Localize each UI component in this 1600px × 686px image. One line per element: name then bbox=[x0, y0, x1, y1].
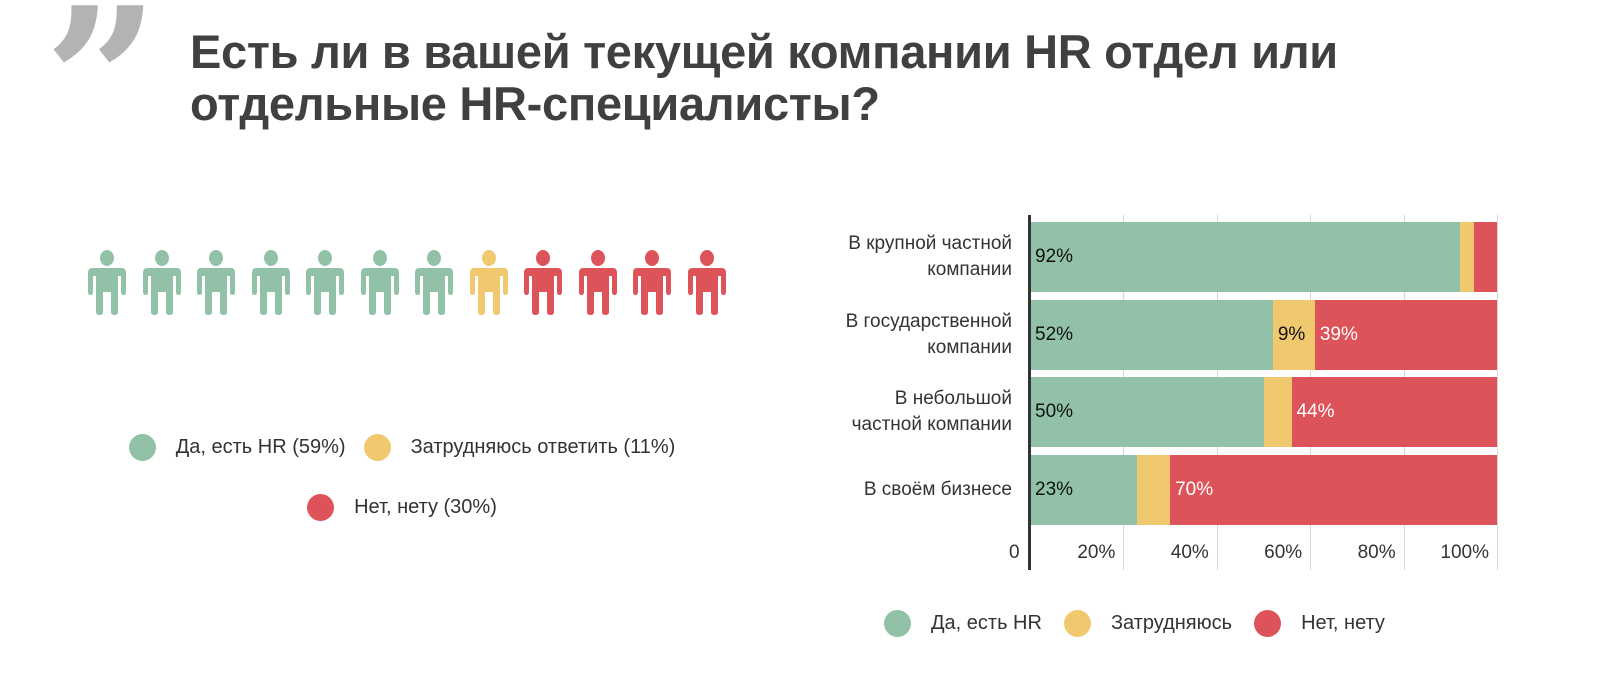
y-axis-line bbox=[1028, 215, 1031, 570]
legend-label: Затрудняюсь bbox=[1110, 612, 1233, 634]
x-tick-label: 60% bbox=[1264, 542, 1303, 563]
legend-item-yes: Да, есть HR (59%) bbox=[128, 433, 346, 461]
pictogram-legend: Да, есть HR (59%) Затрудняюсь ответить (… bbox=[92, 432, 712, 522]
bar-segment-no: 44% bbox=[1291, 377, 1497, 447]
bar-chart-legend: Да, есть HR Затрудняюсь Нет, нету bbox=[884, 610, 1407, 637]
bar-segment-no bbox=[1473, 222, 1497, 292]
category-label: В крупной частной компании bbox=[848, 233, 1012, 280]
quote-mark-icon: ” bbox=[44, 0, 159, 199]
pictogram bbox=[80, 250, 734, 316]
bar-segment-yes: 23% bbox=[1030, 455, 1138, 525]
x-tick-label: 80% bbox=[1357, 542, 1396, 563]
person-icon bbox=[189, 250, 244, 316]
legend-label: Нет, нету (30%) bbox=[354, 495, 497, 518]
bar-value-label: 70% bbox=[1175, 479, 1214, 500]
person-icon bbox=[571, 250, 626, 316]
legend-dot-no-icon bbox=[1254, 610, 1282, 637]
bar-row: 50% 44% bbox=[1030, 377, 1497, 447]
legend-label: Да, есть HR (59%) bbox=[175, 435, 346, 458]
bar-row: 23% 70% bbox=[1030, 455, 1497, 525]
x-tick-label: 40% bbox=[1170, 542, 1209, 563]
stacked-bar-chart: В крупной частной компании В государственн… bbox=[780, 210, 1520, 580]
legend-item-no: Нет, нету bbox=[1254, 610, 1385, 637]
legend-dot-no-icon bbox=[307, 493, 335, 521]
category-label: В государственной компании bbox=[845, 311, 1012, 358]
category-label: В своём бизнесе bbox=[863, 479, 1012, 500]
bar-value-label: 39% bbox=[1319, 324, 1358, 345]
person-icon bbox=[353, 250, 408, 316]
person-icon bbox=[680, 250, 735, 316]
person-icon bbox=[407, 250, 462, 316]
person-icon bbox=[298, 250, 353, 316]
bar-segment-unsure bbox=[1459, 222, 1474, 292]
page-title: Есть ли в вашей текущей компании HR отде… bbox=[190, 25, 1338, 130]
category-label: В небольшой частной компании bbox=[851, 388, 1012, 435]
legend-dot-unsure-icon bbox=[363, 433, 391, 461]
person-icon bbox=[135, 250, 190, 316]
bar-segment-no: 39% bbox=[1314, 300, 1497, 370]
legend-item-unsure: Затрудняюсь bbox=[1063, 610, 1233, 637]
bar-value-label: 44% bbox=[1296, 401, 1335, 422]
legend-dot-yes-icon bbox=[128, 433, 156, 461]
bar-value-label: 52% bbox=[1035, 324, 1074, 345]
legend-label: Нет, нету bbox=[1301, 612, 1385, 634]
person-icon bbox=[462, 250, 517, 316]
bar-segment-unsure: 9% bbox=[1272, 300, 1315, 370]
person-icon bbox=[80, 250, 135, 316]
bar-value-label: 23% bbox=[1035, 479, 1074, 500]
bar-segment-yes: 50% bbox=[1030, 377, 1264, 447]
x-tick-label: 100% bbox=[1440, 542, 1489, 563]
bar-segment-unsure bbox=[1263, 377, 1292, 447]
bar-row: 92% bbox=[1030, 222, 1497, 292]
legend-item-no: Нет, нету (30%) bbox=[307, 493, 497, 521]
legend-item-yes: Да, есть HR bbox=[884, 610, 1042, 637]
bar-segment-yes: 92% bbox=[1030, 222, 1460, 292]
plot-area: 92% 52% 9% 39% 50% 44% 23% 70% bbox=[1028, 215, 1498, 570]
bar-row: 52% 9% 39% bbox=[1030, 300, 1497, 370]
person-icon bbox=[244, 250, 299, 316]
legend-dot-unsure-icon bbox=[1063, 610, 1091, 637]
legend-label: Да, есть HR bbox=[931, 612, 1042, 634]
x-tick-label: 0 bbox=[1009, 542, 1020, 563]
bar-value-label: 9% bbox=[1277, 324, 1306, 345]
gridline bbox=[1497, 215, 1498, 570]
bar-segment-yes: 52% bbox=[1030, 300, 1273, 370]
legend-dot-yes-icon bbox=[884, 610, 911, 637]
bar-value-label: 92% bbox=[1035, 246, 1074, 267]
person-icon bbox=[516, 250, 571, 316]
legend-item-unsure: Затрудняюсь ответить (11%) bbox=[363, 433, 676, 461]
legend-label: Затрудняюсь ответить (11%) bbox=[410, 435, 676, 458]
bar-segment-no: 70% bbox=[1170, 455, 1497, 525]
bar-segment-unsure bbox=[1137, 455, 1171, 525]
x-tick-label: 20% bbox=[1077, 542, 1116, 563]
bar-value-label: 50% bbox=[1035, 401, 1074, 422]
person-icon bbox=[625, 250, 680, 316]
